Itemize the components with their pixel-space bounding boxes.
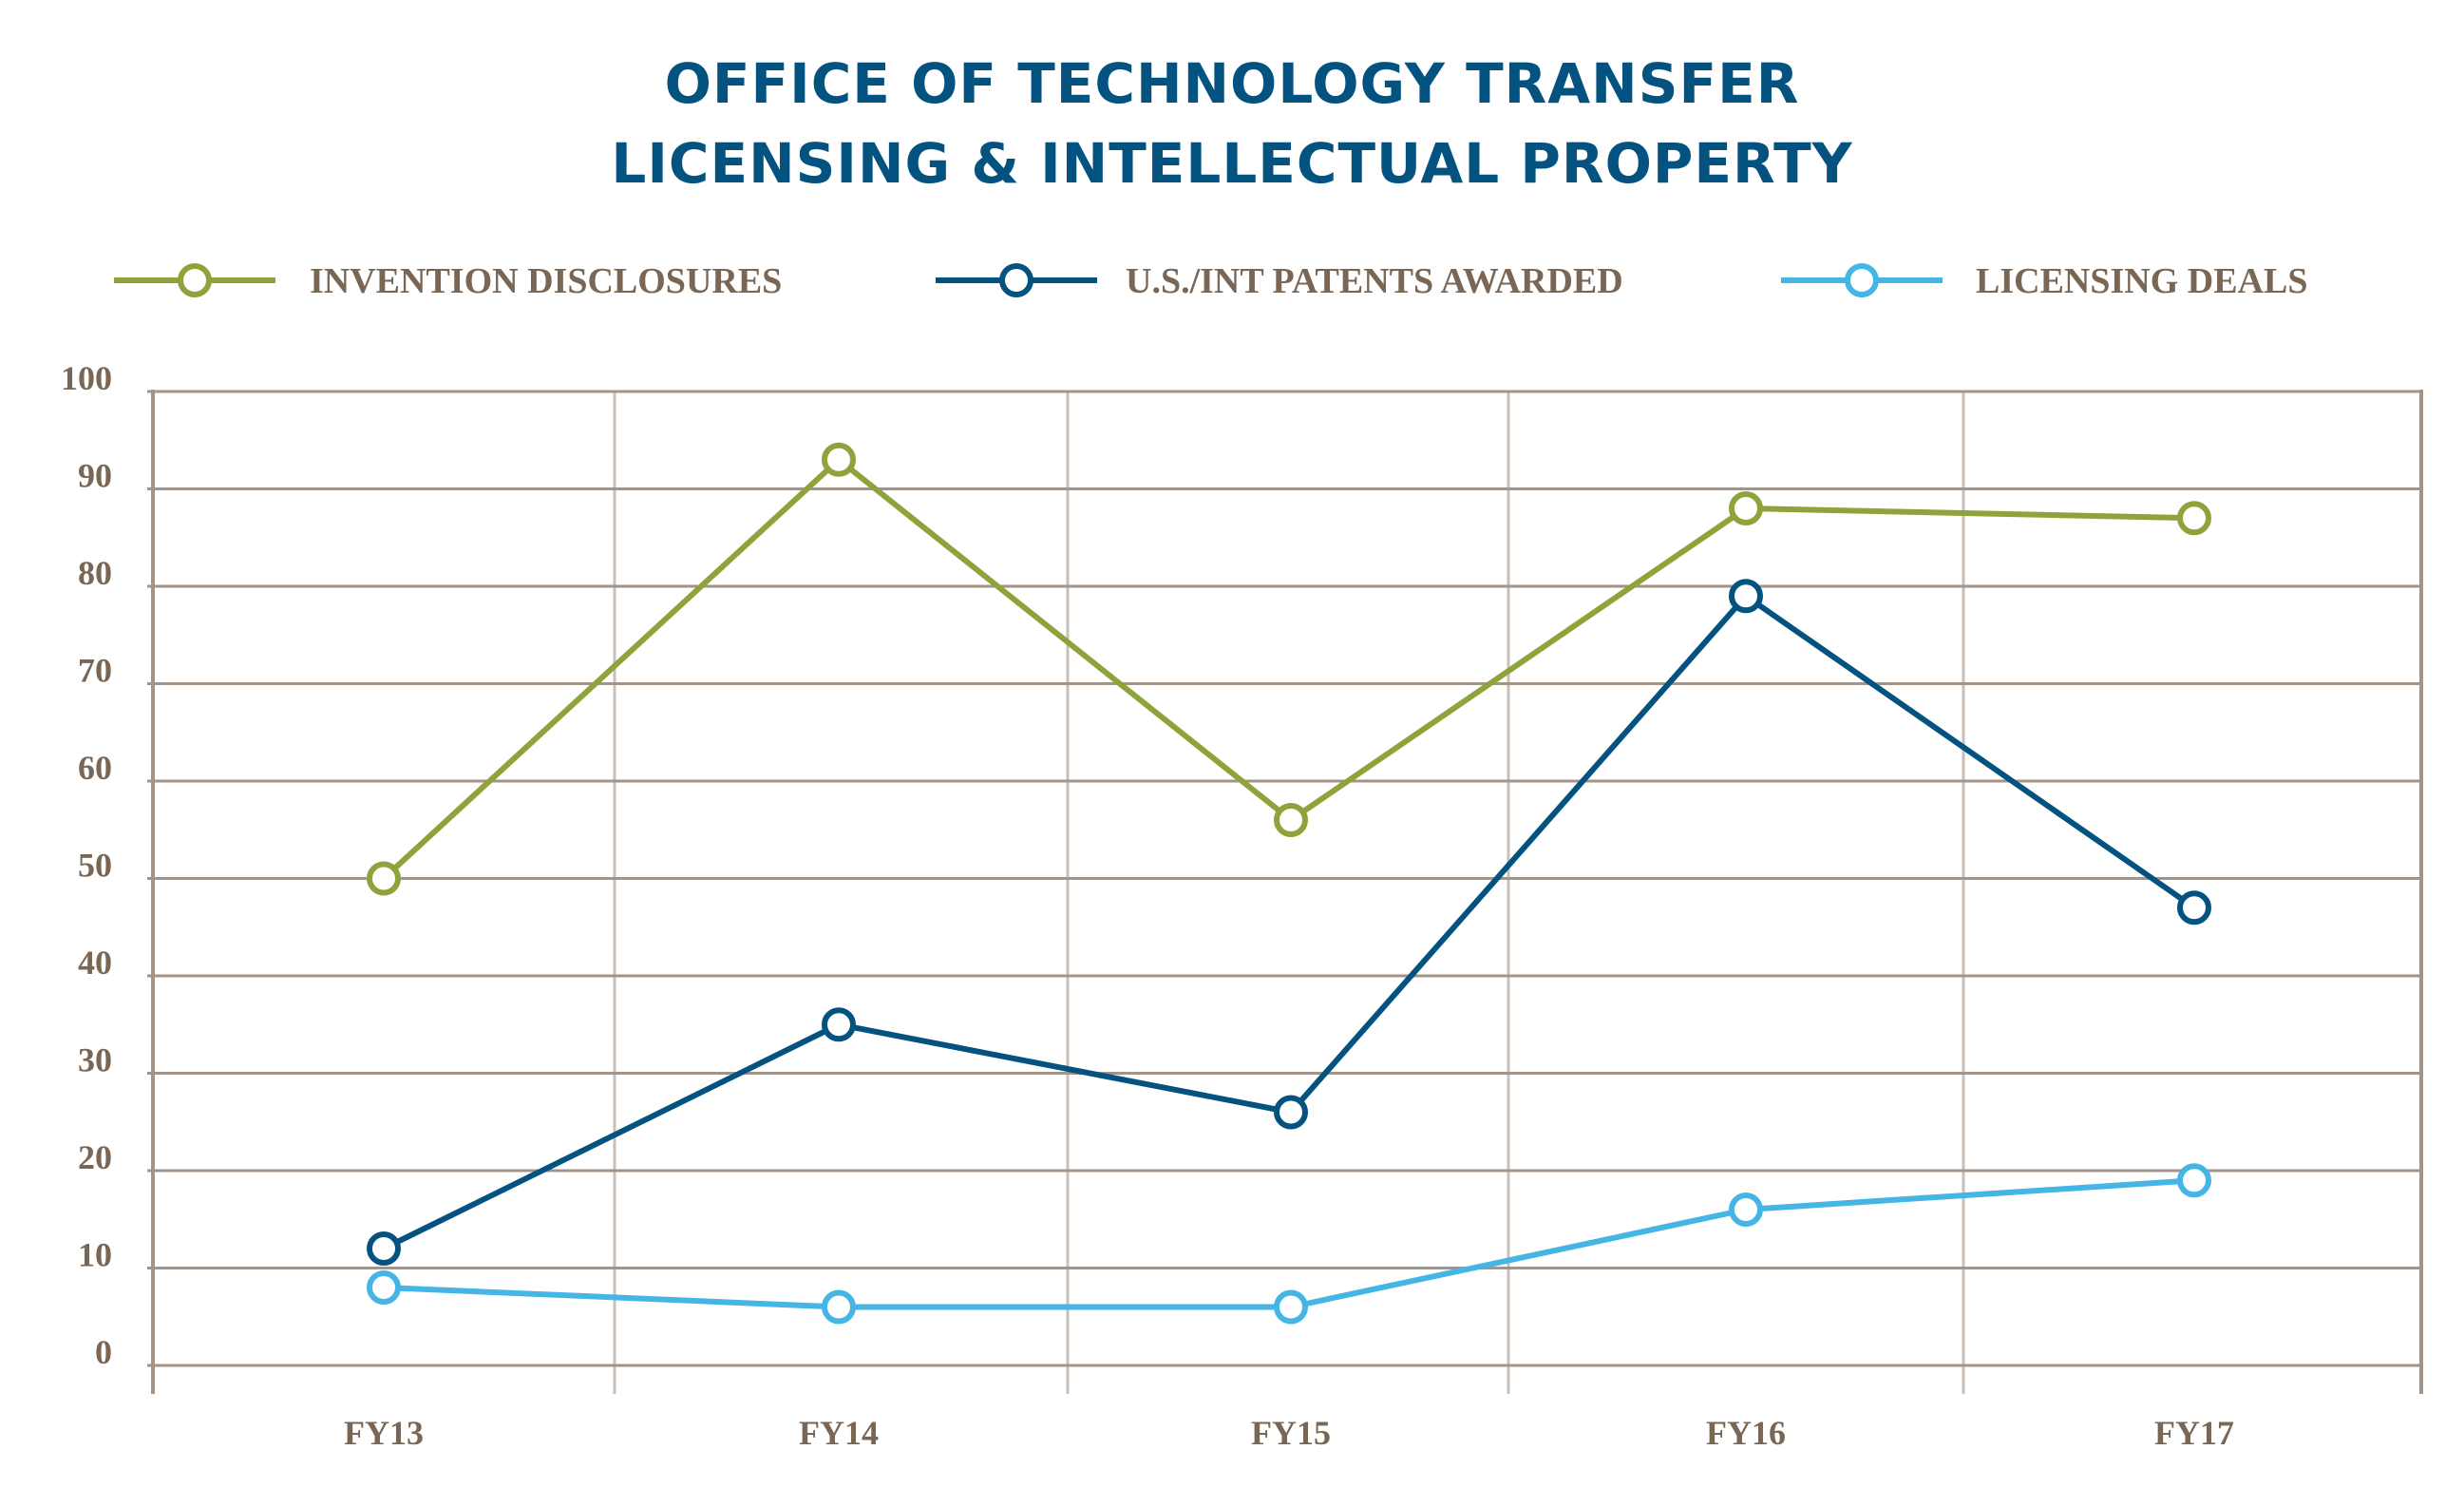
y-tick-label: 60 — [78, 749, 112, 787]
legend-label: LICENSING DEALS — [1976, 261, 2308, 301]
series-0 — [367, 442, 2211, 896]
series-line — [382, 593, 2196, 1251]
y-tick-label: 30 — [78, 1041, 112, 1079]
data-point — [367, 861, 401, 896]
legend-label: INVENTION DISCLOSURES — [310, 261, 782, 301]
data-point — [1274, 1289, 1308, 1325]
data-point — [2177, 501, 2211, 536]
y-axis-ticks: 0 10 20 30 40 50 60 70 80 90 100 — [61, 359, 112, 1371]
y-tick-label: 80 — [78, 554, 112, 592]
grid — [147, 390, 2423, 1394]
chart-title-line-2: LICENSING & INTELLECTUAL PROPERTY — [611, 131, 1852, 196]
x-axis-ticks: FY13 FY14 FY15 FY16 FY17 — [344, 1414, 2234, 1452]
data-point — [1274, 803, 1308, 837]
y-tick-label: 0 — [95, 1333, 112, 1371]
y-tick-label: 10 — [78, 1236, 112, 1274]
data-point — [822, 442, 856, 477]
data-point — [1729, 1192, 1763, 1227]
data-point — [367, 1231, 401, 1266]
chart-title-line-1: OFFICE OF TECHNOLOGY TRANSFER — [665, 51, 1800, 116]
x-tick-label: FY16 — [1706, 1414, 1786, 1452]
y-tick-label: 70 — [78, 652, 112, 690]
series-group — [367, 442, 2211, 1325]
chart-title: OFFICE OF TECHNOLOGY TRANSFER LICENSING … — [611, 51, 1852, 196]
x-tick-label: FY13 — [344, 1414, 424, 1452]
series-1 — [367, 579, 2211, 1266]
data-point — [1274, 1095, 1308, 1130]
legend-marker-icon — [1845, 263, 1879, 297]
y-tick-label: 90 — [78, 457, 112, 495]
data-point — [822, 1289, 856, 1325]
y-tick-label: 20 — [78, 1138, 112, 1176]
legend-item: INVENTION DISCLOSURES — [114, 261, 782, 301]
data-point — [367, 1270, 401, 1305]
legend-item: LICENSING DEALS — [1781, 261, 2308, 301]
y-tick-label: 100 — [61, 359, 112, 397]
legend-marker-icon — [999, 263, 1033, 297]
data-point — [1729, 579, 1763, 614]
series-2 — [367, 1163, 2211, 1325]
y-tick-label: 50 — [78, 847, 112, 885]
x-tick-label: FY17 — [2154, 1414, 2234, 1452]
data-point — [822, 1007, 856, 1042]
legend-marker-icon — [178, 263, 212, 297]
data-point — [1729, 491, 1763, 525]
x-tick-label: FY14 — [799, 1414, 879, 1452]
series-line — [383, 1177, 2195, 1310]
legend-label: U.S./INT PATENTS AWARDED — [1126, 261, 1623, 301]
x-tick-label: FY15 — [1251, 1414, 1331, 1452]
legend-item: U.S./INT PATENTS AWARDED — [936, 261, 1623, 301]
data-point — [2177, 890, 2211, 925]
data-point — [2177, 1163, 2211, 1198]
legend: INVENTION DISCLOSURES U.S./INT PATENTS AW… — [114, 261, 2308, 301]
y-tick-label: 40 — [78, 944, 112, 982]
